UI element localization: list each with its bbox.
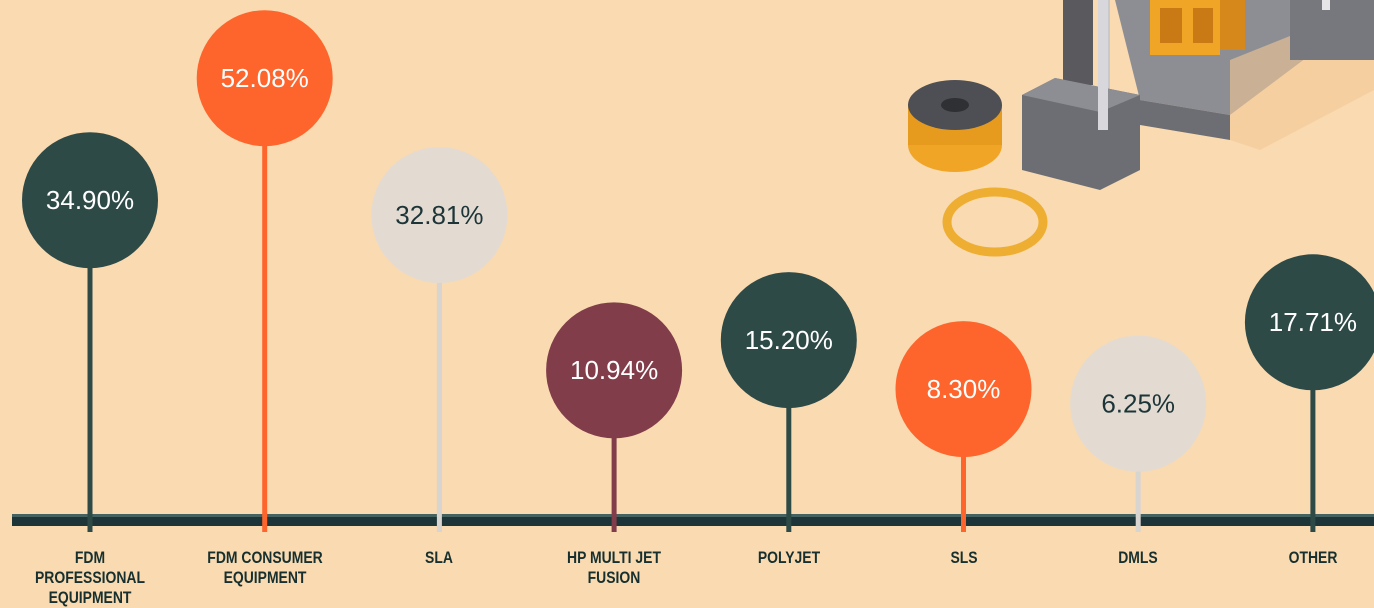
value-label: 15.20% (745, 325, 833, 355)
bubble (22, 132, 158, 269)
value-label: 6.25% (1101, 389, 1175, 419)
baseline-highlight (12, 514, 1374, 517)
value-label: 8.30% (927, 374, 1001, 404)
category-label: OTHER (1288, 548, 1338, 567)
value-label: 52.08% (221, 63, 309, 93)
bubble (196, 10, 333, 147)
category-label: SLS (949, 548, 978, 567)
bubble (546, 302, 683, 439)
value-label: 34.90% (46, 185, 134, 215)
category-label: POLYJET (757, 548, 820, 567)
value-label: 17.71% (1269, 307, 1357, 337)
bubble (720, 272, 857, 409)
category-label: DMLS (1118, 548, 1158, 567)
bubble (1070, 335, 1207, 472)
printer-illustration (908, 0, 1374, 257)
category-label: HP MULTI JET FUSION (567, 548, 662, 587)
bubble (371, 147, 508, 284)
value-label: 10.94% (570, 355, 658, 385)
bubble (1244, 254, 1374, 391)
category-label: FDM CONSUMER EQUIPMENT (206, 548, 323, 587)
value-label: 32.81% (395, 200, 483, 230)
bubble (895, 321, 1032, 458)
category-label: SLA (425, 548, 454, 567)
category-label: FDM PROFESSIONAL EQUIPMENT (35, 548, 145, 607)
